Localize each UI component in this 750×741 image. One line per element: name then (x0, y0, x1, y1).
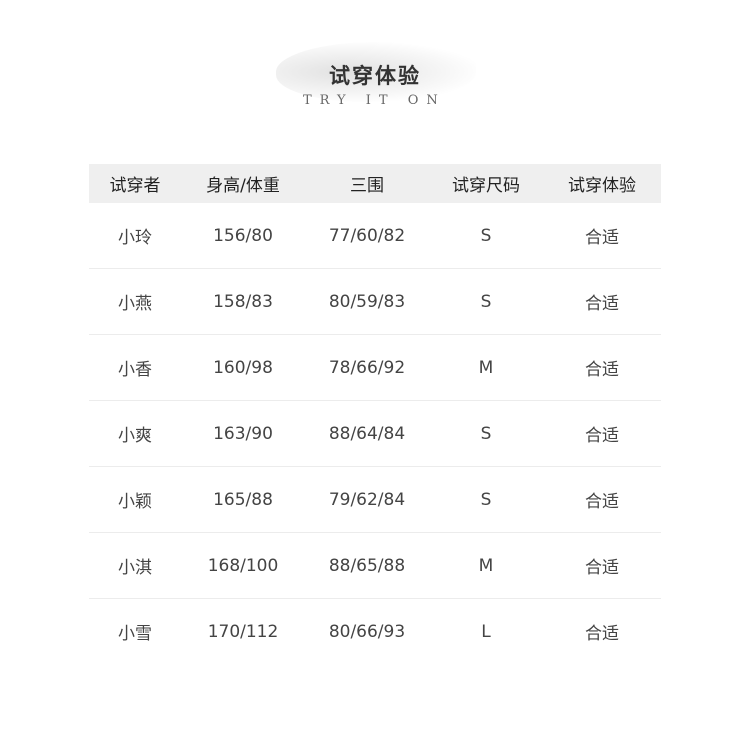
fit-result-cell: 合适 (543, 400, 661, 467)
measurements-cell: 78/66/92 (305, 334, 429, 401)
table-row: 小燕 158/83 80/59/83 S 合适 (89, 268, 661, 335)
height-weight-cell: 170/112 (207, 621, 279, 642)
fit-result-cell: 合适 (543, 532, 661, 599)
table-header-row: 试穿者 身高/体重 三围 试穿尺码 试穿体验 (89, 164, 661, 203)
measurements-cell: 77/60/82 (305, 203, 429, 269)
section-subtitle: TRY IT ON (303, 93, 446, 108)
height-weight-cell: 165/88 (181, 466, 305, 533)
tester-name-cell: 小玲 (89, 203, 181, 269)
ink-brush-decoration (276, 42, 476, 102)
height-weight-cell: 156/80 (181, 203, 305, 269)
tester-name-cell: 小淇 (89, 532, 181, 599)
tester-name-cell: 小雪 (118, 624, 152, 644)
size-cell: M (429, 334, 543, 401)
size-cell: S (429, 203, 543, 269)
measurements-cell: 80/59/83 (305, 268, 429, 335)
height-weight-cell: 163/90 (181, 400, 305, 467)
column-header: 三围 (305, 164, 429, 203)
tester-name-cell: 小燕 (89, 268, 181, 335)
fit-result-cell: 合适 (585, 624, 619, 644)
section-title: 试穿体验 (329, 63, 421, 88)
size-cell: M (429, 532, 543, 599)
fit-result-cell: 合适 (543, 203, 661, 269)
tester-name-cell: 小爽 (89, 400, 181, 467)
table-row: 小玲 156/80 77/60/82 S 合适 (89, 203, 661, 269)
column-header: 身高/体重 (181, 164, 305, 203)
table-row: 小淇 168/100 88/65/88 M 合适 (89, 532, 661, 599)
measurements-cell: 88/65/88 (305, 532, 429, 599)
height-weight-cell: 158/83 (181, 268, 305, 335)
size-cell: L (481, 621, 491, 642)
try-on-table: 试穿者 身高/体重 三围 试穿尺码 试穿体验 小玲 156/80 77/60/82 S… (89, 164, 661, 664)
size-cell: S (429, 466, 543, 533)
fit-result-cell: 合适 (543, 268, 661, 335)
table-row: 小香 160/98 78/66/92 M 合适 (89, 334, 661, 401)
column-header: 试穿体验 (543, 164, 661, 203)
tester-name-cell: 小颖 (89, 466, 181, 533)
measurements-cell: 80/66/93 (328, 621, 406, 642)
table-row: 小颖 165/88 79/62/84 S 合适 (89, 466, 661, 533)
fit-result-cell: 合适 (543, 466, 661, 533)
height-weight-cell: 160/98 (181, 334, 305, 401)
table-row: 小雪 170/112 80/66/93 L 合适 (89, 599, 661, 665)
size-cell: S (429, 268, 543, 335)
table-row: 小爽 163/90 88/64/84 S 合适 (89, 400, 661, 467)
height-weight-cell: 168/100 (181, 532, 305, 599)
size-cell: S (429, 400, 543, 467)
measurements-cell: 88/64/84 (305, 400, 429, 467)
fit-result-cell: 合适 (543, 334, 661, 401)
measurements-cell: 79/62/84 (305, 466, 429, 533)
column-header: 试穿者 (89, 164, 181, 203)
column-header: 试穿尺码 (429, 164, 543, 203)
tester-name-cell: 小香 (89, 334, 181, 401)
